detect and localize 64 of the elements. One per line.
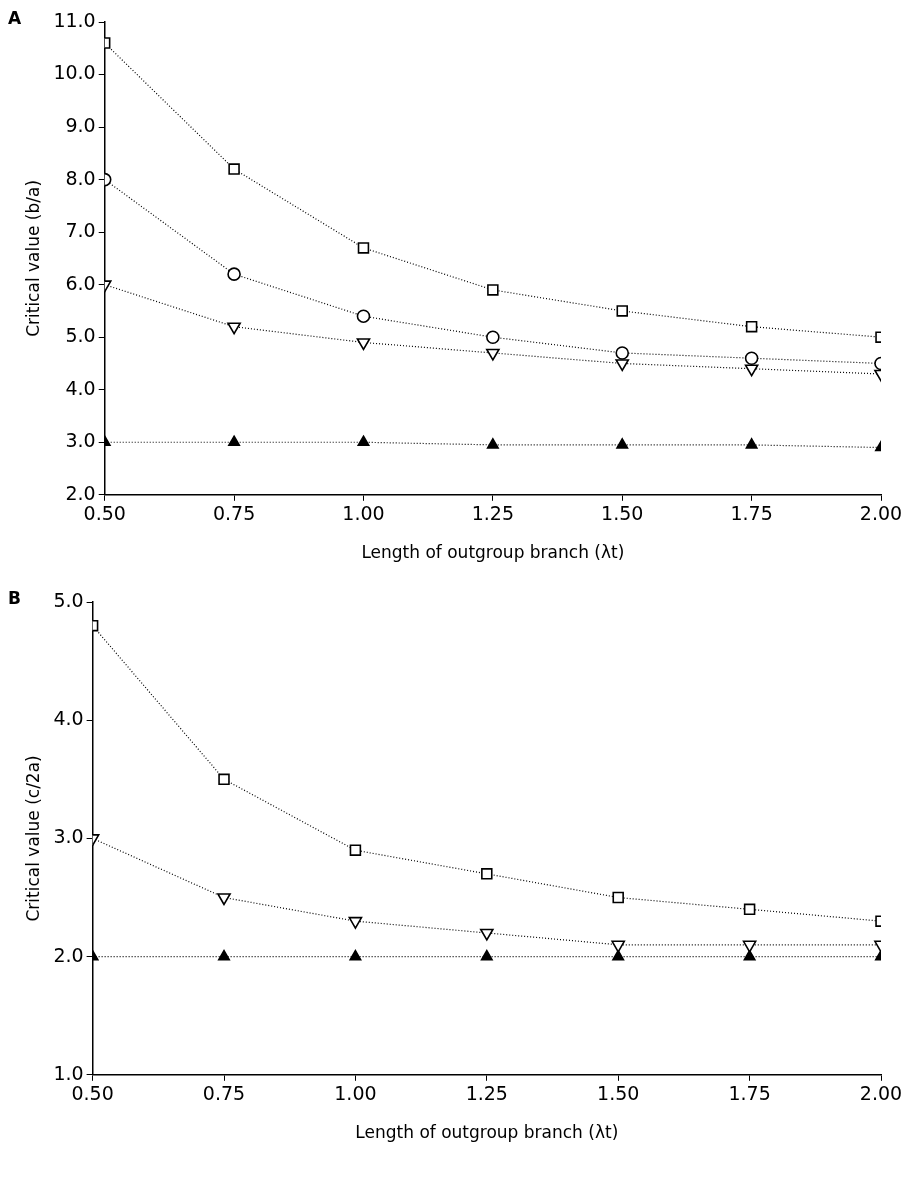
point bbox=[357, 435, 370, 447]
point bbox=[487, 284, 499, 296]
chart-title: B bbox=[8, 588, 21, 608]
point bbox=[486, 330, 500, 344]
x-tick-label: 1.50 bbox=[601, 502, 644, 525]
point bbox=[228, 163, 240, 175]
point bbox=[742, 940, 757, 953]
x-axis-title: Length of outgroup branch (λt) bbox=[355, 1122, 619, 1143]
x-tick-label: 1.00 bbox=[342, 502, 385, 525]
point bbox=[348, 916, 363, 929]
point bbox=[615, 346, 630, 360]
x-tick-label: 0.75 bbox=[212, 502, 256, 525]
chart-title: A bbox=[8, 8, 22, 28]
point bbox=[479, 928, 494, 941]
point bbox=[218, 949, 231, 961]
point bbox=[616, 305, 628, 317]
point bbox=[349, 949, 362, 961]
y-tick-label: 3.0 bbox=[53, 825, 84, 848]
x-tick-label: 1.75 bbox=[728, 1082, 771, 1105]
y-axis-title: Critical value (c/2a) bbox=[22, 755, 43, 922]
point bbox=[480, 949, 493, 961]
point bbox=[485, 348, 500, 361]
y-tick-label: 5.0 bbox=[53, 588, 84, 611]
point bbox=[218, 773, 230, 786]
y-tick-label: 3.0 bbox=[65, 429, 96, 452]
point bbox=[356, 309, 371, 323]
y-tick-label: 1.0 bbox=[53, 1061, 84, 1084]
y-tick-label: 11.0 bbox=[53, 8, 96, 31]
point bbox=[481, 868, 493, 880]
point bbox=[349, 844, 362, 856]
y-tick-label: 5.0 bbox=[65, 324, 96, 347]
point bbox=[612, 891, 624, 904]
point bbox=[228, 435, 241, 447]
point bbox=[743, 903, 756, 916]
point bbox=[616, 438, 629, 449]
x-tick-label: 0.75 bbox=[202, 1082, 246, 1105]
x-axis-title: Length of outgroup branch (λt) bbox=[361, 542, 625, 563]
point bbox=[744, 351, 759, 366]
y-tick-label: 2.0 bbox=[65, 481, 96, 504]
y-tick-label: 9.0 bbox=[65, 114, 96, 136]
y-axis-title: Critical value (b/a) bbox=[22, 179, 43, 337]
x-tick-label: 1.25 bbox=[465, 1082, 508, 1105]
x-tick-label: 1.75 bbox=[730, 502, 773, 525]
point bbox=[227, 322, 241, 335]
y-tick-label: 4.0 bbox=[65, 376, 96, 399]
point bbox=[357, 242, 370, 254]
y-tick-label: 2.0 bbox=[53, 943, 84, 966]
y-tick-label: 7.0 bbox=[65, 219, 96, 242]
point bbox=[745, 438, 758, 449]
point bbox=[227, 267, 241, 281]
x-tick-label: 0.50 bbox=[71, 1082, 114, 1105]
point bbox=[745, 320, 758, 333]
y-tick-label: 8.0 bbox=[65, 166, 96, 189]
x-tick-label: 1.00 bbox=[334, 1082, 377, 1105]
point bbox=[486, 438, 499, 449]
x-tick-label: 1.25 bbox=[471, 502, 515, 525]
x-tick-label: 0.50 bbox=[83, 502, 126, 525]
y-tick-label: 6.0 bbox=[65, 271, 96, 294]
x-tick-label: 2.00 bbox=[859, 1082, 903, 1105]
x-tick-label: 1.50 bbox=[597, 1082, 640, 1105]
y-tick-label: 4.0 bbox=[53, 707, 84, 730]
y-tick-label: 10.0 bbox=[53, 61, 96, 84]
x-tick-label: 2.00 bbox=[859, 502, 903, 525]
point bbox=[611, 940, 626, 953]
